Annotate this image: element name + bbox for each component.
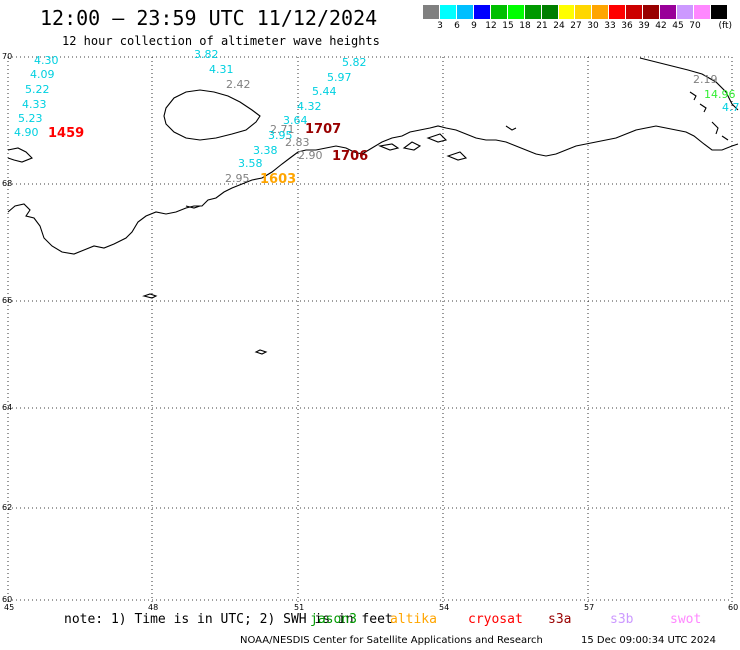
satellite-legend-item: jason3 (310, 612, 357, 627)
legend-swatch (710, 5, 728, 19)
swh-value-label: 4.33 (22, 98, 47, 111)
pass-time-labels: 1459 1707 1706 1603 (48, 122, 368, 187)
swh-value-label: 2.71 (270, 123, 295, 136)
swh-value-label: 2.19 (693, 73, 718, 86)
legend-swatch (660, 5, 678, 19)
pass-time-label: 1706 (332, 149, 368, 164)
legend-swatch (439, 5, 457, 19)
legend-label: 27 (570, 21, 582, 31)
latitude-tick-label: 64 (2, 403, 12, 412)
legend-swatch (643, 5, 661, 19)
legend-label: 21 (536, 21, 548, 31)
swh-value-label: 4.32 (297, 100, 322, 113)
legend-swatch (473, 5, 491, 19)
swh-value-label: 3.38 (253, 144, 278, 157)
legend-label: 39 (638, 21, 650, 31)
generated-timestamp: 15 Dec 09:00:34 UTC 2024 (581, 635, 716, 646)
swh-value-label: 3.95 (268, 129, 293, 142)
legend-swatch (524, 5, 542, 19)
legend-label: 9 (471, 21, 477, 31)
legend-swatch (626, 5, 644, 19)
swh-value-label: 5.23 (18, 112, 43, 125)
legend-swatch (490, 5, 508, 19)
swh-value-label: 4.31 (209, 63, 234, 76)
legend-label: 36 (621, 21, 633, 31)
legend-label: 42 (655, 21, 667, 31)
longitude-tick-label: 54 (439, 603, 449, 612)
legend-swatch (609, 5, 627, 19)
longitude-tick-label: 51 (294, 603, 304, 612)
swh-value-label: 4.90 (14, 126, 39, 139)
legend-swatch (575, 5, 593, 19)
legend-swatch (423, 5, 440, 19)
pass-time-label: 1459 (48, 126, 84, 141)
legend-label: 33 (604, 21, 616, 31)
legend-swatch (694, 5, 711, 19)
footer-note: note: 1) Time is in UTC; 2) SWH is in fe… (64, 612, 393, 627)
legend-label: 45 (672, 21, 684, 31)
swh-value-label: 2.83 (285, 136, 310, 149)
color-legend: (ft) 3 6 9 12 15 18 21 24 27 30 33 36 39 42 45 70 (423, 5, 732, 35)
latitude-tick-label: 68 (2, 179, 12, 188)
swh-value-label: 5.82 (342, 56, 367, 69)
coastline (7, 57, 739, 355)
map-subtitle: 12 hour collection of altimeter wave hei… (62, 34, 380, 48)
latitude-tick-label: 66 (2, 296, 12, 305)
legend-swatches (423, 5, 728, 19)
legend-label: 70 (689, 21, 701, 31)
satellite-legend-item: cryosat (468, 612, 523, 627)
swh-labels: 4.304.09 5.22 4.335.234.90 3.82 4.31 2.42 5.82… (14, 48, 740, 185)
legend-swatch (592, 5, 610, 19)
longitude-labels: 45 48 51 54 57 60 (4, 603, 738, 612)
swh-value-label: 5.22 (25, 83, 50, 96)
legend-swatch (456, 5, 474, 19)
swh-value-label: 2.42 (226, 78, 251, 91)
latitude-tick-label: 70 (2, 52, 12, 61)
latitude-tick-label: 62 (2, 503, 12, 512)
swh-value-label: 5.97 (327, 71, 352, 84)
legend-label: 18 (519, 21, 531, 31)
legend-label: 12 (485, 21, 497, 31)
swh-value-label: 3.58 (238, 157, 263, 170)
legend-swatch (677, 5, 694, 19)
legend-swatch (507, 5, 525, 19)
swh-value-label: 3.82 (194, 48, 219, 61)
swh-value-label: 4.09 (30, 68, 55, 81)
legend-labels: (ft) 3 6 9 12 15 18 21 24 27 30 33 36 39 42 45 70 (423, 19, 732, 33)
legend-swatch (558, 5, 576, 19)
satellite-legend-item: s3a (548, 612, 572, 627)
latitude-labels: 70 68 66 64 62 60 (2, 52, 12, 604)
swh-value-label: 3.64 (283, 114, 308, 127)
legend-label: 15 (502, 21, 514, 31)
legend-label: 6 (454, 21, 460, 31)
longitude-tick-label: 57 (584, 603, 594, 612)
longitude-tick-label: 45 (4, 603, 14, 612)
satellite-legend-item: s3b (610, 612, 634, 627)
latitude-tick-label: 60 (2, 595, 12, 604)
swh-value-label: 4.7 (722, 101, 740, 114)
swh-value-label: 2.95 (225, 172, 250, 185)
swh-value-label: 14.96 (704, 88, 736, 101)
swh-value-label: 5.44 (312, 85, 337, 98)
legend-label: 3 (437, 21, 443, 31)
legend-unit: (ft) (718, 21, 732, 31)
graticule (7, 56, 733, 603)
legend-label: 24 (553, 21, 565, 31)
satellite-legend-item: swot (670, 612, 702, 627)
pass-time-label: 1707 (305, 122, 341, 137)
pass-time-label: 1603 (260, 172, 296, 187)
map-title: 12:00 – 23:59 UTC 11/12/2024 (40, 6, 378, 30)
satellite-legend-item: altika (390, 612, 437, 627)
legend-swatch (541, 5, 559, 19)
longitude-tick-label: 48 (148, 603, 158, 612)
swh-value-label: 2.90 (298, 149, 323, 162)
credit-line: NOAA/NESDIS Center for Satellite Applica… (240, 635, 543, 646)
legend-label: 30 (587, 21, 599, 31)
longitude-tick-label: 60 (728, 603, 738, 612)
swh-value-label: 4.30 (34, 54, 59, 67)
